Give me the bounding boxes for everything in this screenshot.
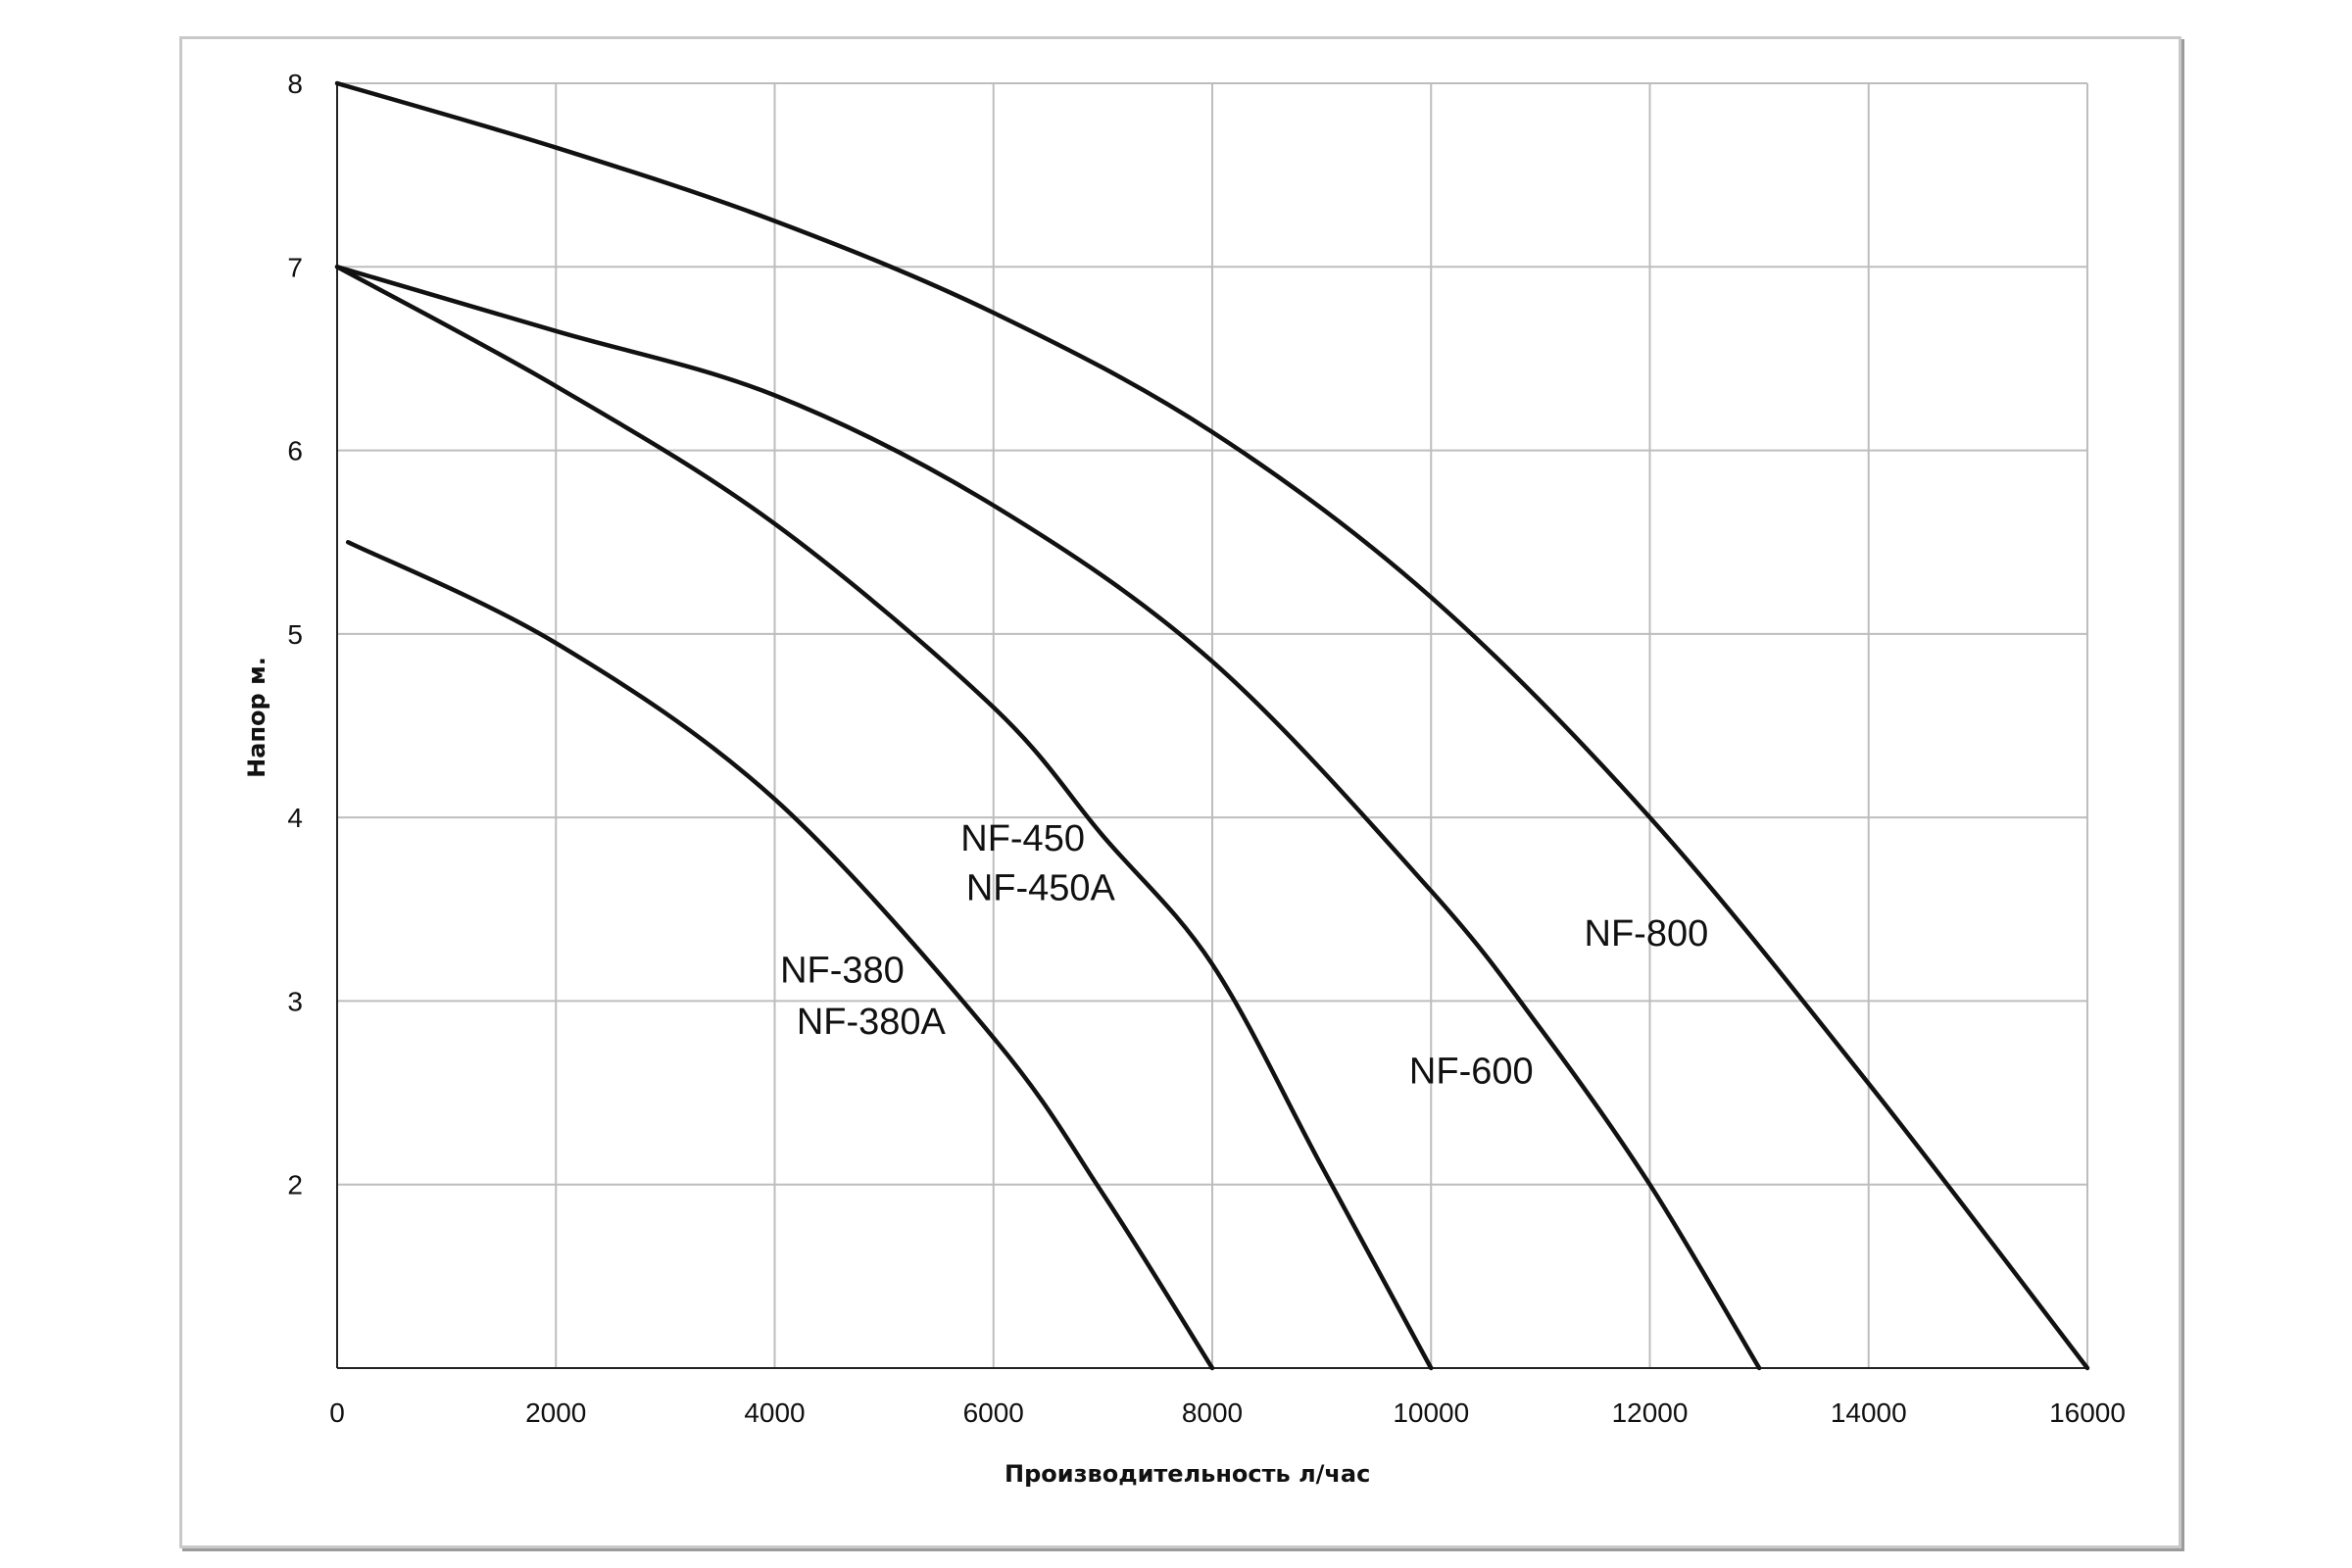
x-tick-7: 14000 [1831,1397,1907,1428]
y-tick-5: 7 [287,252,303,282]
chart-frame [179,36,2181,1548]
x-tick-8: 16000 [2049,1397,2126,1428]
y-tick-4: 6 [287,436,303,466]
curve-label-1: NF-380A [797,1002,947,1043]
x-tick-5: 10000 [1393,1397,1469,1428]
y-axis-label: Напор м. [243,657,270,778]
curve-label-3: NF-450A [966,867,1116,908]
grid [336,82,2088,1369]
curve-1 [334,265,1434,1371]
y-tick-6: 8 [287,69,303,99]
curve-2 [334,265,1762,1371]
x-tick-3: 6000 [963,1397,1024,1428]
curve-label-2: NF-450 [960,818,1085,859]
x-axis-label: Производительность л/час [1004,1460,1370,1488]
x-tick-labels: 0 2000 4000 6000 8000 10000 12000 14000 16000 [329,1397,2126,1428]
y-tick-labels: 2 3 4 5 6 7 8 [287,69,303,1200]
curve-label-4: NF-600 [1409,1052,1534,1093]
curve-label-5: NF-800 [1585,913,1709,955]
curve-0 [345,539,1215,1371]
y-tick-3: 5 [287,619,303,650]
curve-3 [334,80,2090,1371]
y-tick-2: 4 [287,803,303,833]
x-tick-2: 4000 [744,1397,805,1428]
x-tick-4: 8000 [1182,1397,1243,1428]
curves [334,80,2090,1371]
y-tick-0: 2 [287,1170,303,1200]
x-tick-0: 0 [329,1397,345,1428]
curve-labels: NF-380 NF-380A NF-450 NF-450A NF-600 NF-800 [780,818,1708,1093]
x-tick-1: 2000 [525,1397,586,1428]
y-tick-1: 3 [287,986,303,1016]
curve-label-0: NF-380 [780,951,905,992]
x-tick-6: 12000 [1612,1397,1689,1428]
